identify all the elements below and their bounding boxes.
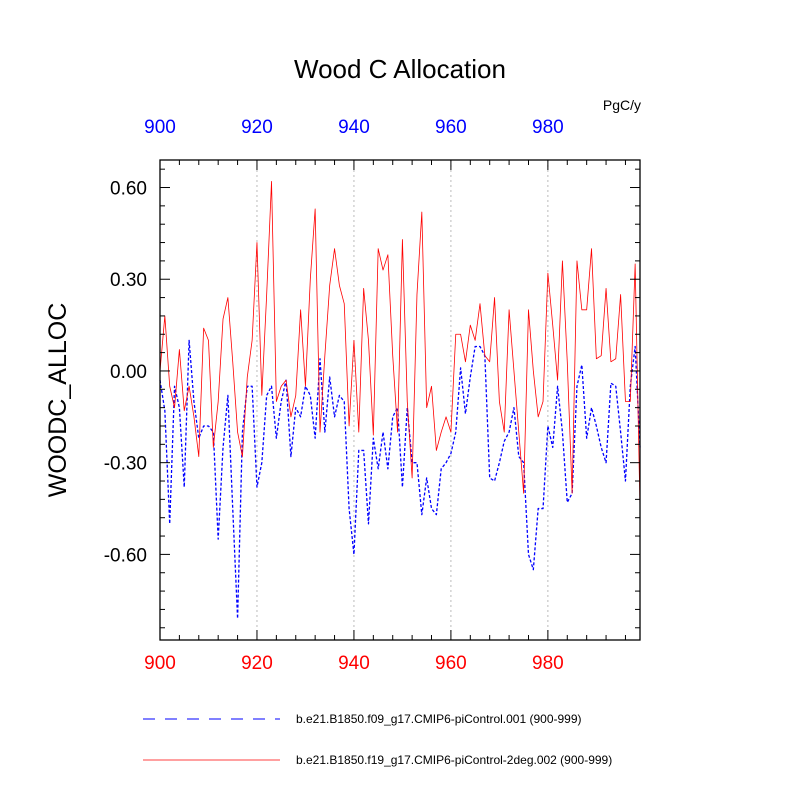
x-tick-label-top-4: 980 bbox=[532, 117, 564, 138]
legend-label-0: b.e21.B1850.f09_g17.CMIP6-piControl.001 … bbox=[296, 712, 582, 726]
y-tick-label-0: 0.60 bbox=[110, 179, 147, 200]
series-line-1 bbox=[159, 180, 641, 509]
chart-title: Wood C Allocation bbox=[294, 54, 506, 84]
x-tick-label-top-2: 940 bbox=[338, 117, 370, 138]
y-tick-label-4: -0.60 bbox=[104, 545, 147, 566]
series-group bbox=[159, 180, 641, 620]
units-label: PgC/y bbox=[603, 97, 641, 113]
series-line-0 bbox=[159, 339, 641, 620]
x-tick-label-bottom-2: 940 bbox=[338, 653, 370, 674]
x-tick-label-top-1: 920 bbox=[241, 117, 273, 138]
y-tick-label-2: 0.00 bbox=[110, 362, 147, 383]
y-tick-label-1: 0.30 bbox=[110, 270, 147, 291]
legend: b.e21.B1850.f09_g17.CMIP6-piControl.001 … bbox=[143, 712, 612, 767]
plot-frame bbox=[159, 159, 641, 641]
gridlines bbox=[256, 160, 549, 640]
y-axis-label: WOODC_ALLOC bbox=[44, 303, 72, 497]
x-tick-label-bottom-3: 960 bbox=[435, 653, 467, 674]
axis-tick-labels: 0.60 0.30 0.00 -0.30 -0.60 900 900 920 920 940 940… bbox=[104, 117, 564, 674]
x-tick-label-bottom-0: 900 bbox=[144, 653, 176, 674]
legend-label-1: b.e21.B1850.f19_g17.CMIP6-piControl-2deg… bbox=[296, 753, 612, 767]
x-tick-label-top-3: 960 bbox=[435, 117, 467, 138]
x-tick-label-bottom-1: 920 bbox=[241, 653, 273, 674]
x-tick-label-top-0: 900 bbox=[144, 117, 176, 138]
x-tick-label-bottom-4: 980 bbox=[532, 653, 564, 674]
y-tick-label-3: -0.30 bbox=[104, 454, 147, 475]
axis-ticks bbox=[159, 160, 640, 640]
